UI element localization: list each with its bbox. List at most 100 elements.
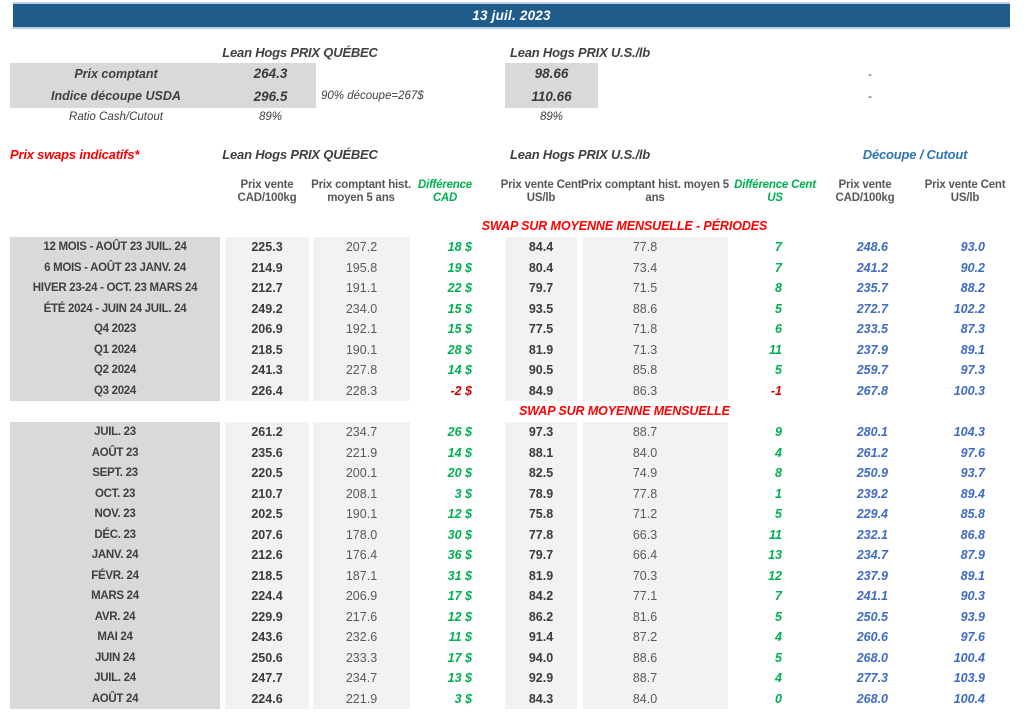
row-shading bbox=[10, 63, 316, 85]
sell-price-cad: 224.6 bbox=[251, 691, 283, 706]
sell-price-us: 90.5 bbox=[528, 363, 554, 377]
cell-shading bbox=[505, 380, 577, 401]
cell-shading bbox=[225, 483, 309, 504]
cutout-cad: 267.8 bbox=[856, 383, 888, 398]
row-label: DÉC. 23 bbox=[94, 528, 136, 541]
diff-us: 5 bbox=[775, 507, 782, 521]
cell-shading bbox=[313, 237, 410, 258]
hist-avg-us: 81.6 bbox=[632, 609, 658, 624]
cutout-us: 97.6 bbox=[960, 630, 985, 644]
table-row: AOÛT 24 224.6 221.9 3 $ 84.3 84.0 0 268.0 100.4 bbox=[0, 688, 1024, 709]
cutout-cad: 259.7 bbox=[856, 363, 888, 377]
table-row: AOÛT 23 235.6 221.9 14 $ 88.1 84.0 4 261.2 97.6 bbox=[0, 442, 1024, 463]
table-row: Q2 2024 241.3 227.8 14 $ 90.5 85.8 5 259.7 97.3 bbox=[0, 360, 1024, 381]
cell-shading bbox=[583, 463, 728, 484]
hist-avg-cad: 227.8 bbox=[345, 363, 378, 377]
cutout-us: 100.3 bbox=[953, 383, 985, 398]
spot-row: Ratio Cash/Cutout 89% 89% bbox=[0, 108, 1024, 126]
sell-price-us: 84.3 bbox=[528, 691, 554, 706]
cell-shading bbox=[225, 380, 309, 401]
table-row: NOV. 23 202.5 190.1 12 $ 75.8 71.2 5 229.4 85.8 bbox=[0, 504, 1024, 525]
cell-shading bbox=[505, 360, 577, 381]
table-row: Q1 2024 218.5 190.1 28 $ 81.9 71.3 11 237.9 89.1 bbox=[0, 339, 1024, 360]
cell-shading bbox=[583, 360, 728, 381]
table-row: DÉC. 23 207.6 178.0 30 $ 77.8 66.3 11 232.1 86.8 bbox=[0, 524, 1024, 545]
column-headers: Prix vente CAD/100kg Prix comptant hist.… bbox=[0, 167, 1024, 217]
cell-shading bbox=[313, 298, 410, 319]
hist-avg-us: 88.6 bbox=[632, 301, 658, 316]
cell-shading bbox=[10, 627, 220, 648]
diff-cad: 18 $ bbox=[447, 240, 472, 254]
sell-price-cad: 214.9 bbox=[251, 260, 283, 275]
cutout-us: 97.6 bbox=[960, 445, 985, 460]
diff-us: 8 bbox=[775, 281, 782, 295]
sell-price-cad: 212.7 bbox=[251, 281, 283, 295]
cutout-cad: 277.3 bbox=[856, 671, 888, 685]
sell-price-cad: 210.7 bbox=[251, 486, 283, 501]
diff-us: 5 bbox=[775, 363, 782, 377]
table-row: Q4 2023 206.9 192.1 15 $ 77.5 71.8 6 233.5 87.3 bbox=[0, 319, 1024, 340]
hist-avg-us: 73.4 bbox=[632, 260, 658, 275]
table-row: 12 MOIS - AOÛT 23 JUIL. 24 225.3 207.2 18 $… bbox=[0, 237, 1024, 258]
row-label: NOV. 23 bbox=[94, 508, 136, 520]
cell-shading bbox=[313, 545, 410, 566]
diff-cad: 31 $ bbox=[447, 568, 472, 583]
diff-cad: 12 $ bbox=[447, 507, 472, 521]
cell-shading bbox=[505, 627, 577, 648]
cell-shading bbox=[313, 565, 410, 586]
cell-shading bbox=[10, 504, 220, 525]
spot-row-label: Ratio Cash/Cutout bbox=[69, 111, 163, 123]
hist-avg-cad: 234.0 bbox=[345, 301, 378, 316]
sell-price-us: 81.9 bbox=[528, 342, 554, 357]
sell-price-us: 93.5 bbox=[528, 301, 554, 316]
sell-price-cad: 241.3 bbox=[251, 363, 283, 377]
sell-price-us: 75.8 bbox=[528, 507, 554, 521]
cell-shading bbox=[10, 442, 220, 463]
diff-cad: 20 $ bbox=[447, 466, 472, 480]
cell-shading bbox=[10, 278, 220, 299]
col-header-cutout-us: Prix vente Cent US/lb bbox=[924, 178, 1006, 204]
cell-shading bbox=[225, 422, 309, 443]
sell-price-us: 84.9 bbox=[528, 383, 554, 398]
cell-shading bbox=[505, 422, 577, 443]
swaps-table: SWAP SUR MOYENNE MENSUELLE - PÉRIODES 12 … bbox=[0, 218, 1024, 709]
diff-us: 5 bbox=[775, 609, 782, 624]
diff-cad: 11 $ bbox=[448, 630, 472, 644]
diff-cad: 28 $ bbox=[447, 342, 472, 357]
sell-price-us: 97.3 bbox=[528, 425, 554, 439]
row-label: FÉVR. 24 bbox=[91, 569, 139, 582]
cell-shading bbox=[583, 422, 728, 443]
cell-shading bbox=[10, 237, 220, 258]
sell-price-us: 79.7 bbox=[528, 548, 554, 562]
cell-shading bbox=[10, 257, 220, 278]
row-label: MAI 24 bbox=[97, 631, 133, 643]
cell-shading bbox=[225, 545, 309, 566]
cell-shading bbox=[225, 463, 309, 484]
table-row: OCT. 23 210.7 208.1 3 $ 78.9 77.8 1 239.2 89.4 bbox=[0, 483, 1024, 504]
diff-cad: 19 $ bbox=[447, 260, 472, 275]
hist-avg-us: 71.8 bbox=[632, 322, 658, 336]
diff-cad: 36 $ bbox=[447, 548, 472, 562]
cell-shading bbox=[225, 319, 309, 340]
diff-us: 4 bbox=[775, 445, 782, 460]
cell-shading bbox=[10, 586, 220, 607]
cell-shading bbox=[505, 298, 577, 319]
cutout-cad: 248.6 bbox=[856, 240, 888, 254]
diff-cad: 13 $ bbox=[447, 671, 472, 685]
sell-price-cad: 218.5 bbox=[251, 568, 283, 583]
hist-avg-cad: 206.9 bbox=[345, 589, 378, 603]
cutout-cad: 237.9 bbox=[856, 568, 888, 583]
spot-cad-value: 296.5 bbox=[253, 89, 288, 104]
cell-shading bbox=[313, 504, 410, 525]
sell-price-us: 86.2 bbox=[528, 609, 554, 624]
cell-shading bbox=[225, 565, 309, 586]
cell-shading bbox=[10, 565, 220, 586]
cutout-us: 89.1 bbox=[960, 568, 985, 583]
diff-us: 7 bbox=[775, 240, 782, 254]
cell-shading bbox=[583, 688, 728, 709]
cutout-cad: 241.1 bbox=[856, 589, 888, 603]
cell-shading bbox=[583, 565, 728, 586]
cutout-cad: 237.9 bbox=[856, 342, 888, 357]
table-row: SEPT. 23 220.5 200.1 20 $ 82.5 74.9 8 250.9 93.7 bbox=[0, 463, 1024, 484]
